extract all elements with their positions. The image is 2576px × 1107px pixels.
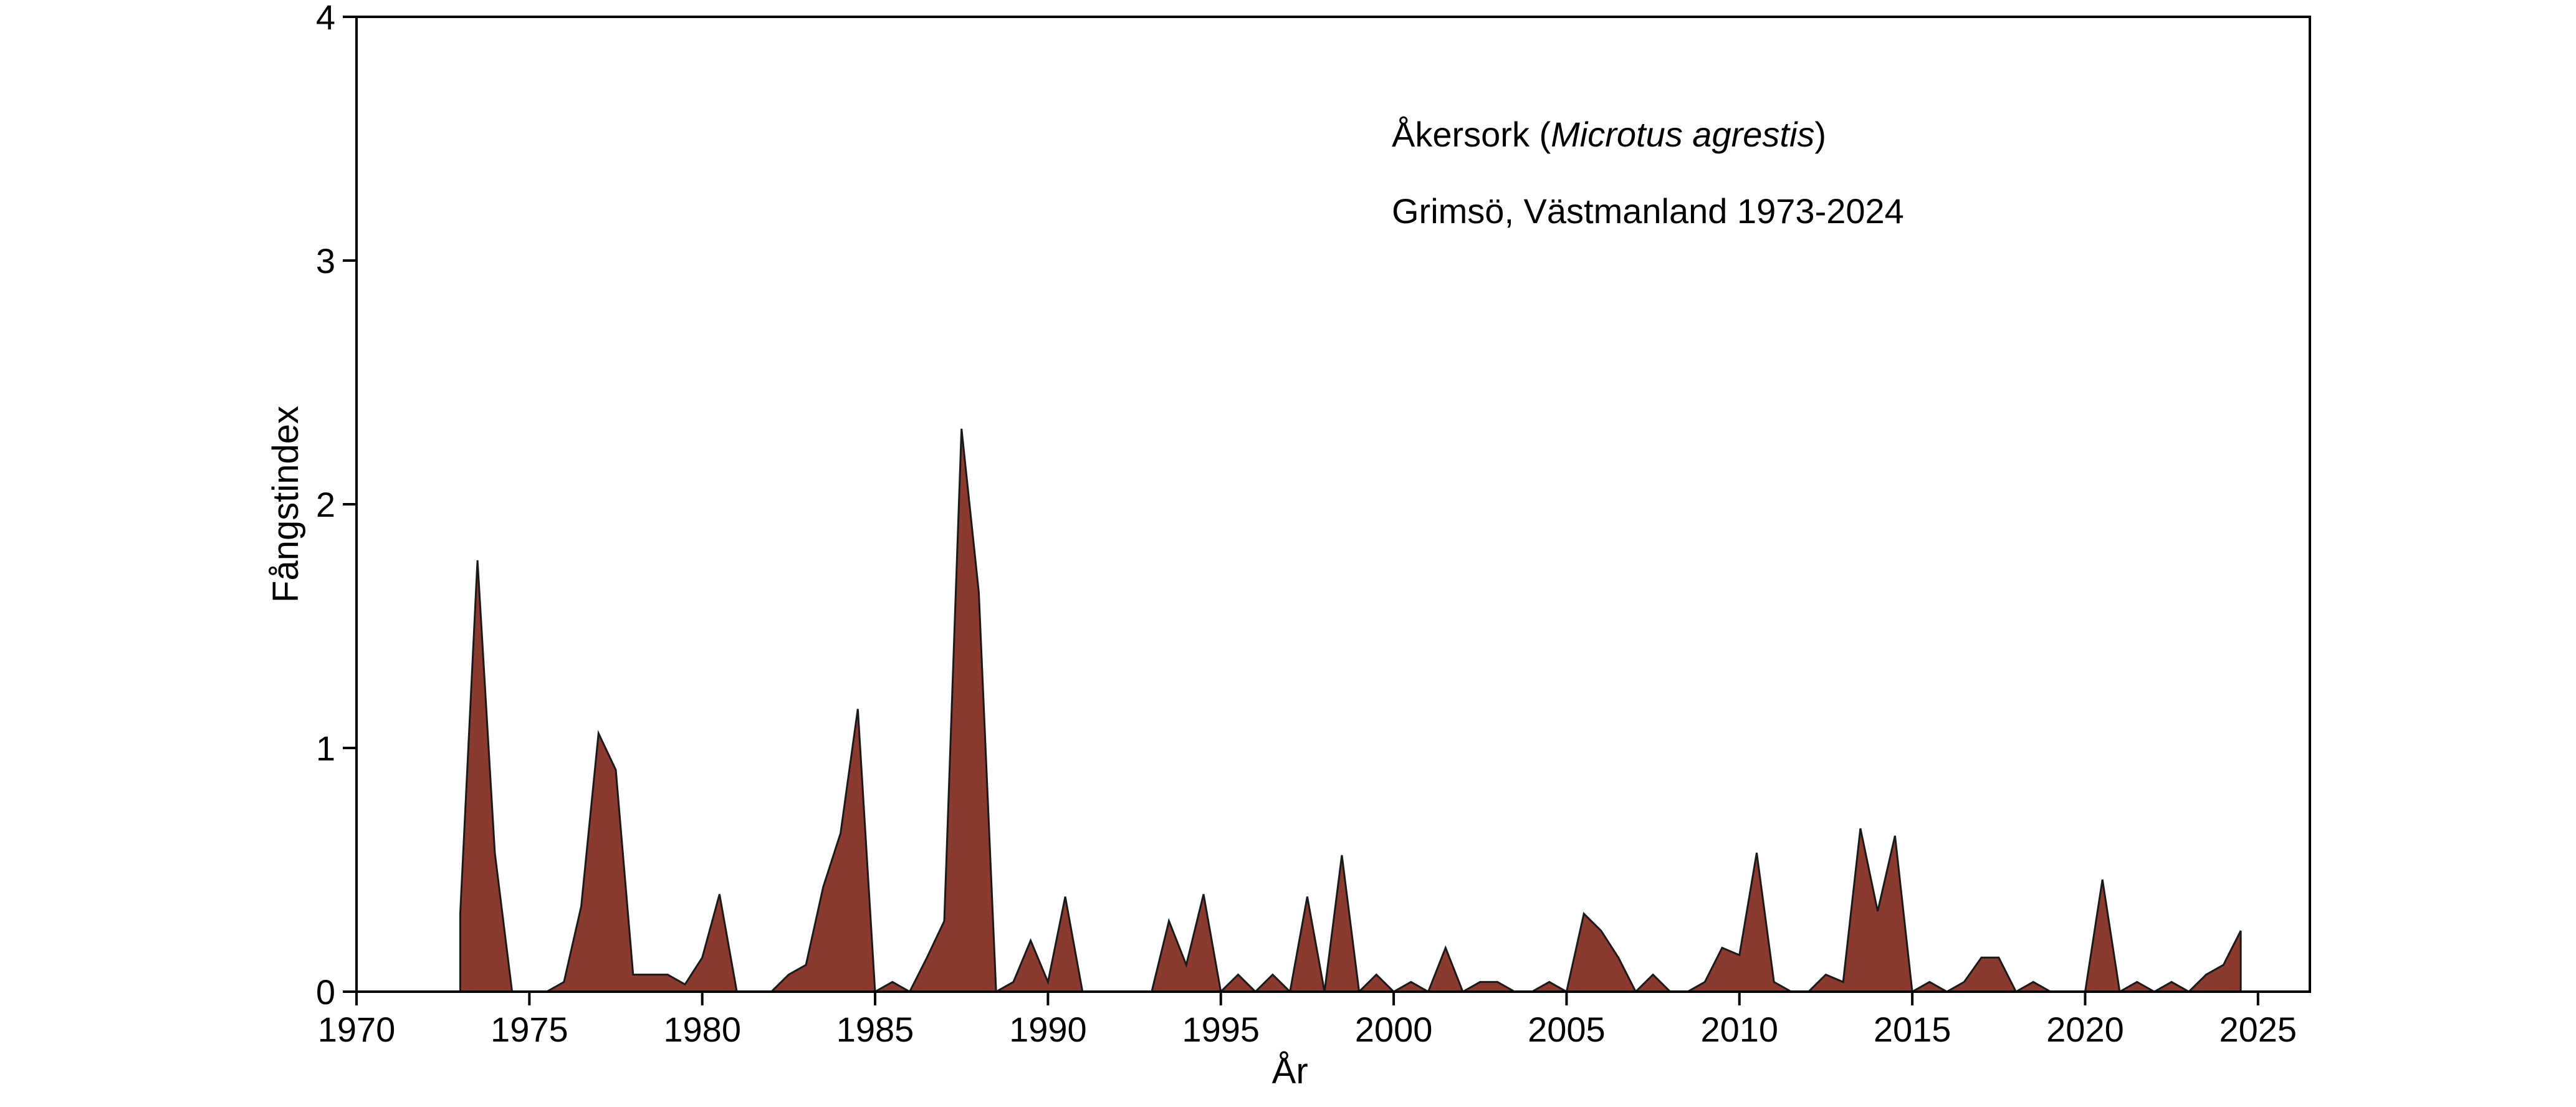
annotation-line-1: Åkersork (Microtus agrestis): [1392, 115, 1826, 154]
area-peak-8: [1219, 973, 1258, 993]
area-peak-4: [871, 980, 914, 993]
annotation-group: Åkersork (Microtus agrestis) Grimsö, Väst…: [1392, 115, 1904, 231]
area-peak-23: [2012, 980, 2054, 993]
area-peak-20: [1806, 828, 1913, 993]
y-tick-label-1: 1: [316, 729, 335, 768]
annotation-part-1-2: Microtus agrestis: [1551, 115, 1814, 154]
area-peak-15: [1459, 980, 1518, 993]
x-tick-label-2005: 2005: [1528, 1010, 1606, 1049]
area-peak-13: [1390, 980, 1432, 993]
annotation-part-2-1: Grimsö, Västmanland 1973-2024: [1392, 191, 1904, 231]
y-tick-label-0: 0: [316, 972, 335, 1012]
y-axis-title: Fångstindex: [266, 406, 306, 603]
area-peak-26: [2150, 980, 2193, 993]
annotation-line-2: Grimsö, Västmanland 1973-2024: [1392, 191, 1904, 231]
area-peak-17: [1565, 911, 1637, 993]
x-tick-label-2010: 2010: [1700, 1010, 1778, 1049]
area-peak-22: [1943, 956, 2018, 993]
area-peak-10: [1288, 896, 1326, 993]
area-peak-3: [768, 709, 876, 993]
x-tick-label-1995: 1995: [1182, 1010, 1260, 1049]
area-peak-27: [2186, 930, 2242, 993]
area-peak-21: [1908, 980, 1951, 993]
series-area-group: [459, 428, 2310, 993]
x-tick-label-1980: 1980: [663, 1010, 741, 1049]
x-tick-label-1990: 1990: [1009, 1010, 1087, 1049]
area-peak-2: [543, 729, 738, 993]
y-tick-label-2: 2: [316, 485, 335, 524]
area-peak-12: [1356, 973, 1396, 993]
x-axis-title: År: [1272, 1051, 1308, 1091]
x-tick-label-2025: 2025: [2219, 1010, 2297, 1049]
x-axis: 1970 1975 1980 1985 1990 1995 2000 2005 2010 2015…: [318, 992, 2297, 1049]
x-tick-label-1985: 1985: [836, 1010, 914, 1049]
area-peak-6: [992, 896, 1084, 993]
area-peak-25: [2116, 980, 2158, 993]
x-tick-label-2020: 2020: [2046, 1010, 2124, 1049]
y-axis: 0 1 2 3 4: [316, 0, 357, 1012]
y-tick-label-4: 4: [316, 0, 335, 37]
annotation-part-1-3: ): [1814, 115, 1826, 154]
area-peak-11: [1323, 855, 1361, 993]
x-tick-label-2015: 2015: [1874, 1010, 1951, 1049]
x-tick-label-1975: 1975: [491, 1010, 568, 1049]
x-tick-label-1970: 1970: [318, 1010, 396, 1049]
area-peak-18: [1633, 973, 1673, 993]
plot-frame: [355, 16, 2311, 993]
area-peak-24: [2084, 879, 2121, 993]
area-peak-5: [908, 428, 997, 993]
area-peak-7: [1150, 894, 1222, 993]
area-peak-1: [459, 560, 514, 993]
area-peak-9: [1253, 973, 1293, 993]
area-peak-16: [1528, 980, 1571, 993]
y-tick-label-3: 3: [316, 241, 335, 280]
area-peak-14: [1427, 945, 1465, 993]
annotation-part-1-1: Åkersork (: [1392, 115, 1551, 154]
area-peak-19: [1683, 852, 1795, 993]
x-tick-label-2000: 2000: [1355, 1010, 1433, 1049]
